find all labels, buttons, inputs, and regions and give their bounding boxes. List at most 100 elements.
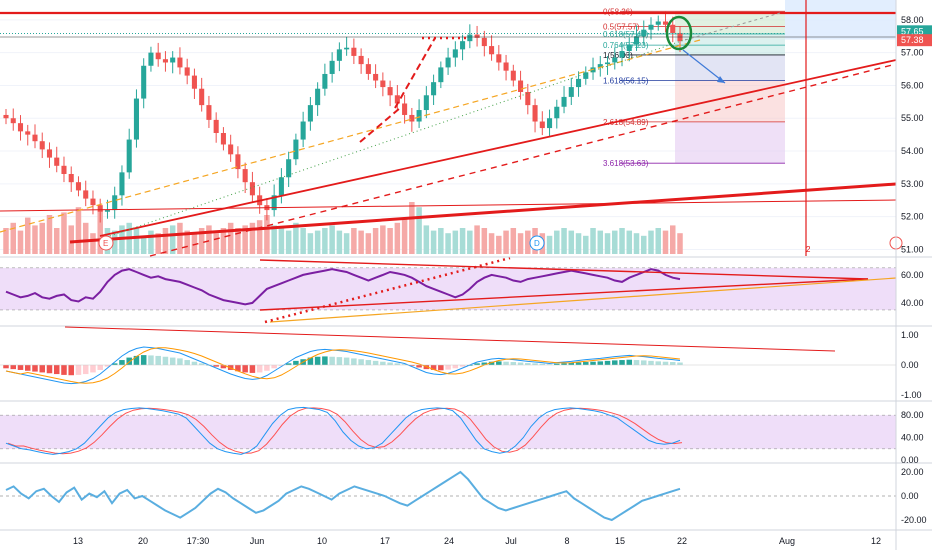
- volume-bar: [525, 230, 531, 254]
- volume-bar: [612, 230, 618, 254]
- macd-histogram-bar: [53, 365, 60, 375]
- volume-bar: [329, 225, 335, 254]
- orange-dashed-line: [0, 39, 701, 233]
- volume-bar: [546, 235, 553, 254]
- candle-body: [655, 21, 661, 25]
- volume-bar: [3, 228, 9, 254]
- volume-bar: [503, 230, 509, 254]
- candle-body: [242, 169, 248, 183]
- earnings-marker: [98, 235, 114, 251]
- x-tick-label: 15: [615, 536, 625, 546]
- candle-body: [547, 118, 553, 129]
- volume-bar: [641, 235, 647, 254]
- volume-bar: [307, 233, 314, 254]
- candle-body: [539, 121, 545, 129]
- candle-body: [61, 165, 67, 174]
- candle-body: [518, 80, 524, 92]
- macd-histogram-bar: [307, 357, 314, 365]
- macd-histogram-bar: [590, 361, 596, 365]
- macd-tick-label: 1.00: [901, 330, 919, 340]
- macd-histogram-bar: [597, 361, 604, 365]
- candle-body: [351, 47, 357, 56]
- last-close-tag: [897, 34, 932, 47]
- stoch-band: [0, 415, 896, 449]
- candle-body: [97, 205, 103, 212]
- volume-bar: [111, 230, 118, 254]
- highlight-zone: [785, 0, 896, 40]
- candle-body: [510, 70, 516, 81]
- macd-tick-label: -1.00: [901, 390, 922, 400]
- candle-body: [206, 105, 212, 120]
- candle-body: [568, 87, 574, 97]
- candle-body: [278, 177, 284, 196]
- volume-bar: [184, 230, 190, 254]
- macd-histogram-bar: [249, 365, 256, 373]
- candle-body: [141, 65, 147, 99]
- fib-label: 0.618(57.41): [603, 30, 649, 39]
- macd-histogram-bar: [481, 362, 488, 365]
- macd-histogram-bar: [546, 364, 553, 365]
- candle-body: [409, 114, 415, 122]
- macd-histogram-bar: [452, 365, 459, 369]
- volume-bar: [82, 222, 89, 254]
- x-tick-label: Jun: [250, 536, 265, 546]
- macd-histogram-bar: [626, 359, 633, 365]
- macd-histogram-bar: [191, 361, 198, 365]
- volume-bar: [191, 233, 198, 254]
- candle-body: [271, 195, 277, 211]
- macd-histogram-bar: [343, 357, 350, 365]
- macd-histogram-bar: [583, 362, 589, 365]
- candle-body: [503, 62, 509, 71]
- fib-zone: [675, 121, 785, 164]
- volume-bar: [517, 233, 524, 254]
- candle-body: [54, 157, 60, 166]
- x-tick-label: 24: [444, 536, 454, 546]
- cci-line: [5, 470, 681, 522]
- macd-histogram-bar: [61, 365, 67, 375]
- volume-bar: [677, 233, 683, 254]
- x-tick-label: 12: [871, 536, 881, 546]
- price-pane: 0(58.26) 0.5(57.57)0.618(57.41) 0.764(57.2…: [0, 0, 903, 257]
- macd-histogram-bar: [3, 365, 9, 369]
- volume-bar: [510, 228, 517, 254]
- macd-histogram-bar: [416, 365, 422, 368]
- volume-bar: [583, 235, 589, 254]
- macd-histogram-bar: [662, 361, 669, 365]
- volume-bar: [655, 228, 662, 254]
- long-support-line: [69, 182, 897, 244]
- macd-histogram-bar: [677, 362, 683, 365]
- macd-histogram-bar: [184, 360, 190, 365]
- candle-body: [235, 154, 241, 170]
- candle-body: [315, 88, 321, 106]
- candle-body: [358, 55, 364, 65]
- stoch-tick-label: 40.00: [901, 433, 924, 443]
- macd-histogram-bar: [358, 359, 364, 365]
- candle-body: [619, 51, 625, 58]
- volume-bar: [24, 217, 31, 254]
- x-tick-label: 17:30: [187, 536, 210, 546]
- volume-bar: [445, 233, 451, 254]
- rsi-trend-upper: [259, 259, 869, 280]
- candle-body: [612, 57, 618, 63]
- volume-bar: [416, 207, 422, 254]
- macd-histogram-bar: [133, 355, 140, 365]
- macd-histogram-bar: [10, 365, 17, 370]
- macd-histogram-bar: [119, 360, 125, 365]
- fib-label: 0.764(57.23): [603, 41, 649, 50]
- macd-histogram-bar: [285, 363, 292, 365]
- stoch-k-line: [5, 406, 681, 455]
- macd-histogram-bar: [220, 365, 227, 369]
- candle-body: [32, 134, 38, 142]
- macd-histogram-bar: [97, 365, 103, 370]
- macd-histogram-bar: [271, 365, 277, 369]
- candle-body: [213, 119, 219, 133]
- rsi-dotted-line: [264, 256, 511, 324]
- macd-histogram-bar: [387, 362, 393, 365]
- macd-histogram-bar: [474, 363, 480, 365]
- macd-histogram-bar: [401, 364, 408, 365]
- candle-body: [68, 174, 74, 183]
- macd-histogram-bar: [438, 365, 444, 371]
- candle-body: [162, 59, 168, 63]
- volume-bar: [155, 233, 161, 254]
